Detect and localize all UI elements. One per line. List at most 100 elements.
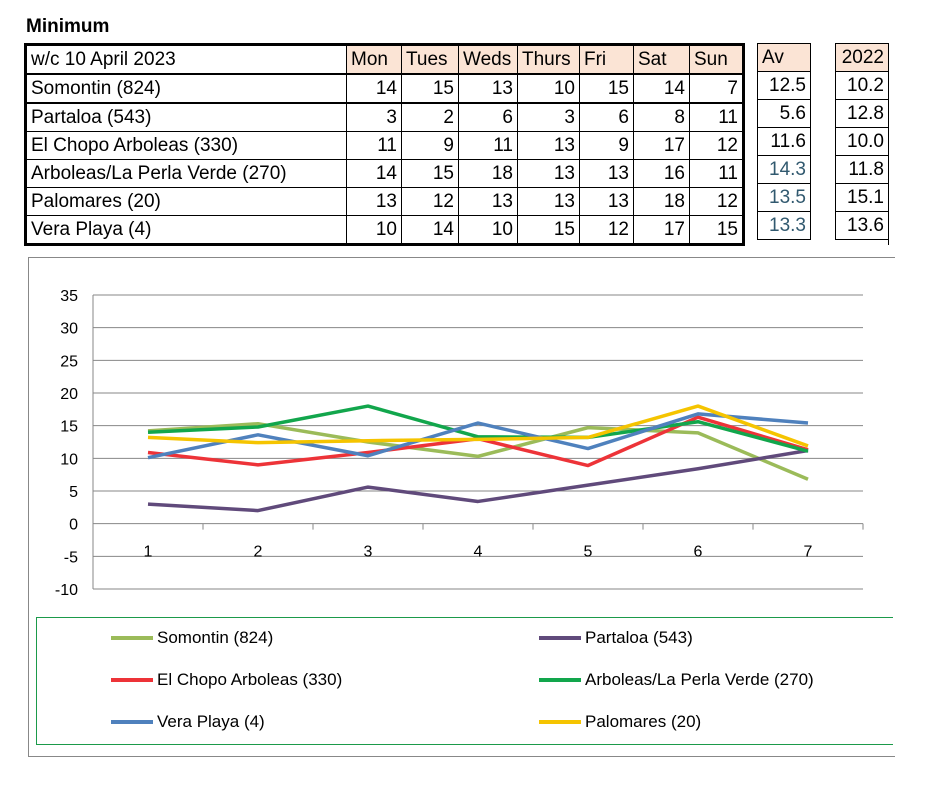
min-temp-cell: 8	[633, 102, 690, 132]
page-title: Minimum	[26, 16, 110, 37]
legend-swatch	[111, 636, 153, 640]
line-chart: 35 30 25 20 15 10 5 0 -5 -10 1 2 3 4 5 6 7	[55, 288, 864, 599]
min-temp-cell: 10	[458, 215, 518, 245]
x-tick-label: 6	[694, 544, 703, 561]
day-header: Weds	[458, 44, 518, 75]
min-temp-cell: 12	[579, 215, 634, 245]
week-label: w/c 10 April 2023	[25, 44, 347, 75]
min-temp-cell: 13	[346, 187, 402, 216]
day-header: Fri	[579, 44, 634, 75]
average-cell: 11.6	[757, 127, 811, 156]
y-tick-label: 0	[69, 517, 78, 534]
min-temp-cell: 14	[401, 215, 459, 245]
year-2022-cell: 15.1	[835, 183, 889, 212]
table-row: El Chopo Arboleas (330) 11 9 11 13 9 17 12	[25, 131, 744, 160]
legend-item: Palomares (20)	[539, 712, 701, 732]
average-cell: 14.3	[757, 155, 811, 184]
legend-label: Partaloa (543)	[585, 628, 693, 647]
legend-item: Somontin (824)	[111, 628, 273, 648]
y-tick-label: 30	[60, 321, 78, 338]
min-temp-cell: 11	[458, 131, 518, 160]
min-temp-cell: 15	[401, 73, 459, 104]
site-name: Somontin (824)	[25, 73, 347, 104]
min-temp-cell: 15	[517, 215, 580, 245]
min-temp-cell: 17	[633, 131, 690, 160]
legend-item: Arboleas/La Perla Verde (270)	[539, 670, 814, 690]
series-line	[147, 404, 809, 453]
table-row: Arboleas/La Perla Verde (270) 14 15 18 13 13 1…	[25, 159, 744, 188]
min-temp-cell: 9	[579, 131, 634, 160]
x-tick-label: 2	[254, 544, 263, 561]
min-temp-cell: 11	[689, 102, 744, 132]
min-temp-cell: 13	[458, 187, 518, 216]
year-2022-cell: 13.6	[835, 211, 889, 240]
min-temp-cell: 18	[458, 159, 518, 188]
x-tick-label: 7	[804, 544, 813, 561]
min-temp-cell: 13	[579, 187, 634, 216]
series-line	[147, 448, 809, 513]
min-temp-cell: 15	[401, 159, 459, 188]
min-temp-cell: 12	[689, 131, 744, 160]
legend-item: Partaloa (543)	[539, 628, 693, 648]
series-line	[147, 412, 809, 460]
y-tick-label: -5	[64, 549, 78, 566]
chart-area: 35 30 25 20 15 10 5 0 -5 -10 1 2 3 4 5 6 7	[28, 257, 895, 757]
legend-label: Arboleas/La Perla Verde (270)	[585, 670, 814, 689]
min-temp-cell: 12	[401, 187, 459, 216]
day-header: Mon	[346, 44, 402, 75]
day-header: Sun	[689, 44, 744, 75]
min-temp-cell: 16	[633, 159, 690, 188]
legend-item: El Chopo Arboleas (330)	[111, 670, 342, 690]
min-temp-cell: 7	[689, 73, 744, 104]
x-tick-label: 3	[364, 544, 373, 561]
site-name: El Chopo Arboleas (330)	[25, 131, 347, 160]
min-temp-cell: 13	[517, 131, 580, 160]
series-line	[147, 404, 809, 448]
min-temp-cell: 15	[579, 73, 634, 104]
min-temp-cell: 13	[517, 187, 580, 216]
average-cell: 13.3	[757, 211, 811, 240]
min-temp-cell: 11	[346, 131, 402, 160]
year-2022-column: 2022 10.2 12.8 10.0 11.8 15.1 13.6	[835, 43, 889, 245]
min-temp-cell: 15	[689, 215, 744, 245]
y-tick-label: 5	[69, 484, 78, 501]
x-tick-label: 5	[584, 544, 593, 561]
legend-swatch	[539, 678, 581, 682]
min-temp-cell: 14	[346, 73, 402, 104]
min-temp-cell: 12	[689, 187, 744, 216]
site-name: Partaloa (543)	[25, 102, 347, 132]
legend-label: Palomares (20)	[585, 712, 702, 731]
min-temp-cell: 10	[517, 73, 580, 104]
average-cell: 12.5	[757, 71, 811, 100]
year-2022-cell: 10.0	[835, 127, 889, 156]
min-temp-cell: 14	[346, 159, 402, 188]
y-tick-label: -10	[55, 582, 78, 599]
day-header: Tues	[401, 44, 459, 75]
min-temp-cell: 17	[633, 215, 690, 245]
legend-item: Vera Playa (4)	[111, 712, 265, 732]
y-tick-label: 15	[60, 419, 78, 436]
daily-minimum-table: w/c 10 April 2023 Mon Tues Weds Thurs Fr…	[24, 43, 745, 246]
table-row: Vera Playa (4) 10 14 10 15 12 17 15	[25, 215, 744, 245]
series-line	[147, 421, 809, 481]
legend-label: Vera Playa (4)	[157, 712, 265, 731]
legend-label: El Chopo Arboleas (330)	[157, 670, 343, 689]
min-temp-cell: 9	[401, 131, 459, 160]
min-temp-cell: 14	[633, 73, 690, 104]
legend-label: Somontin (824)	[157, 628, 274, 647]
average-column: Av 12.5 5.6 11.6 14.3 13.5 13.3	[757, 43, 811, 240]
legend-swatch	[539, 720, 581, 724]
min-temp-cell: 13	[579, 159, 634, 188]
min-temp-cell: 13	[458, 73, 518, 104]
min-temp-cell: 3	[346, 102, 402, 132]
av-header: Av	[757, 43, 811, 72]
min-temp-cell: 6	[458, 102, 518, 132]
site-name: Vera Playa (4)	[25, 215, 347, 245]
y-tick-label: 20	[60, 386, 78, 403]
legend-swatch	[111, 678, 153, 682]
x-tick-label: 4	[474, 544, 483, 561]
day-header: Sat	[633, 44, 690, 75]
year-2022-cell: 10.2	[835, 71, 889, 100]
average-cell: 13.5	[757, 183, 811, 212]
site-name: Arboleas/La Perla Verde (270)	[25, 159, 347, 188]
